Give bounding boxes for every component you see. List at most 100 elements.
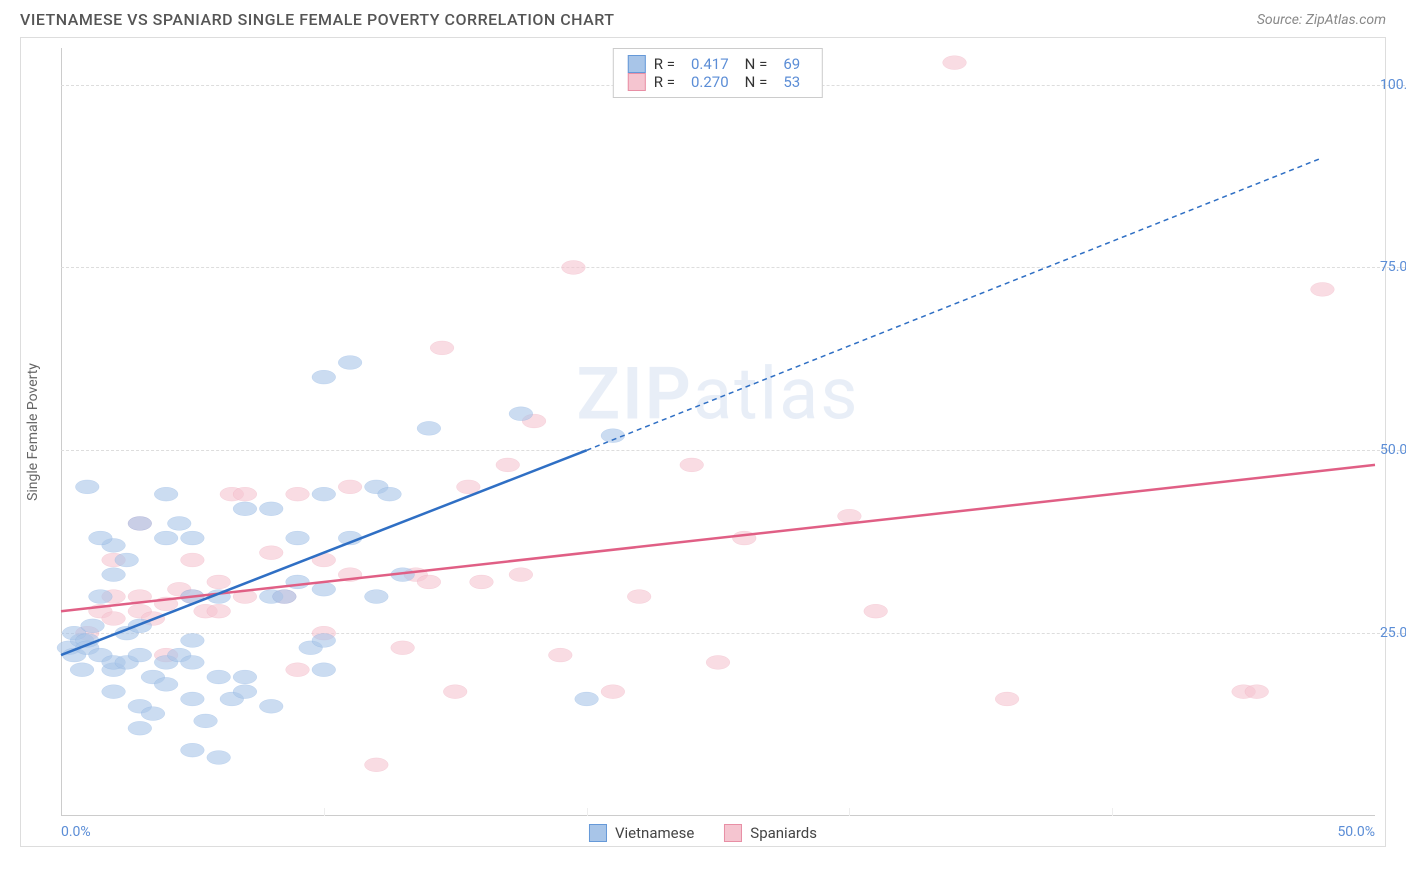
data-point (338, 356, 362, 370)
data-point (81, 619, 105, 633)
legend-label-spaniards: Spaniards (750, 824, 817, 842)
data-point (312, 487, 336, 501)
legend-row-vietnamese: R = 0.417 N = 69 (628, 55, 808, 73)
data-point (575, 692, 599, 706)
x-tick-label: 0.0% (61, 824, 91, 840)
series-legend: Vietnamese Spaniards (589, 824, 817, 842)
y-axis-label: Single Female Poverty (25, 363, 41, 501)
data-point (338, 480, 362, 494)
data-point (102, 685, 126, 699)
data-point (312, 370, 336, 384)
swatch-vietnamese (628, 55, 646, 73)
swatch-vietnamese (589, 824, 607, 842)
data-point (154, 531, 178, 545)
data-point (259, 699, 283, 713)
data-point (864, 604, 888, 618)
data-point (89, 531, 113, 545)
correlation-legend: R = 0.417 N = 69 R = 0.270 N = 53 (613, 48, 823, 98)
data-point (470, 575, 494, 589)
n-label: N = (745, 55, 768, 73)
data-point (207, 751, 231, 765)
data-point (181, 692, 205, 706)
regression-line (61, 450, 587, 655)
legend-item-vietnamese: Vietnamese (589, 824, 694, 842)
scatter-svg (61, 48, 1375, 816)
data-point (1245, 685, 1269, 699)
data-point (286, 487, 310, 501)
data-point (75, 480, 99, 494)
data-point (181, 655, 205, 669)
data-point (391, 641, 415, 655)
swatch-spaniards (724, 824, 742, 842)
data-point (417, 421, 441, 435)
data-point (102, 612, 126, 626)
data-point (943, 56, 967, 70)
chart-container: Single Female Poverty 25.0%50.0%75.0%100… (20, 37, 1386, 847)
r-label: R = (654, 55, 675, 73)
plot-area: Single Female Poverty 25.0%50.0%75.0%100… (61, 48, 1375, 816)
data-point (312, 663, 336, 677)
data-point (378, 487, 402, 501)
data-point (154, 487, 178, 501)
swatch-spaniards (628, 73, 646, 91)
data-point (1311, 282, 1335, 296)
data-point (286, 531, 310, 545)
data-point (181, 743, 205, 757)
data-point (233, 670, 257, 684)
y-tick-label: 50.0% (1380, 442, 1406, 458)
r-value-vietnamese: 0.417 (691, 55, 729, 73)
n-value-vietnamese: 69 (783, 55, 800, 73)
data-point (259, 546, 283, 560)
data-point (995, 692, 1019, 706)
data-point (312, 582, 336, 596)
data-point (548, 648, 572, 662)
legend-label-vietnamese: Vietnamese (615, 824, 694, 842)
data-point (102, 568, 126, 582)
data-point (457, 480, 481, 494)
data-point (273, 590, 297, 604)
y-tick-label: 100.0% (1380, 77, 1406, 93)
data-point (286, 663, 310, 677)
y-tick-label: 75.0% (1380, 259, 1406, 275)
data-point (259, 502, 283, 516)
x-tick-label: 50.0% (1337, 824, 1375, 840)
data-point (430, 341, 454, 355)
data-point (601, 685, 625, 699)
data-point (70, 663, 94, 677)
data-point (181, 531, 205, 545)
chart-title: VIETNAMESE VS SPANIARD SINGLE FEMALE POV… (20, 10, 615, 29)
legend-item-spaniards: Spaniards (724, 824, 817, 842)
data-point (207, 604, 231, 618)
data-point (233, 487, 257, 501)
data-point (233, 685, 257, 699)
data-point (365, 590, 389, 604)
data-point (128, 721, 152, 735)
data-point (233, 502, 257, 516)
data-point (509, 568, 533, 582)
r-label: R = (654, 73, 675, 91)
legend-row-spaniards: R = 0.270 N = 53 (628, 73, 808, 91)
data-point (838, 509, 862, 523)
data-point (167, 517, 191, 531)
data-point (365, 758, 389, 772)
data-point (128, 517, 152, 531)
data-point (312, 634, 336, 648)
data-point (89, 590, 113, 604)
data-point (128, 648, 152, 662)
regression-line (61, 465, 1375, 611)
data-point (509, 407, 533, 421)
data-point (207, 670, 231, 684)
data-point (417, 575, 441, 589)
data-point (680, 458, 704, 472)
data-point (562, 261, 586, 275)
y-tick-label: 25.0% (1380, 625, 1406, 641)
data-point (181, 634, 205, 648)
data-point (194, 714, 218, 728)
data-point (706, 655, 730, 669)
source-label: Source: ZipAtlas.com (1257, 12, 1386, 28)
data-point (627, 590, 651, 604)
data-point (207, 575, 231, 589)
data-point (154, 677, 178, 691)
r-value-spaniards: 0.270 (691, 73, 729, 91)
regression-line-dashed (587, 158, 1323, 451)
